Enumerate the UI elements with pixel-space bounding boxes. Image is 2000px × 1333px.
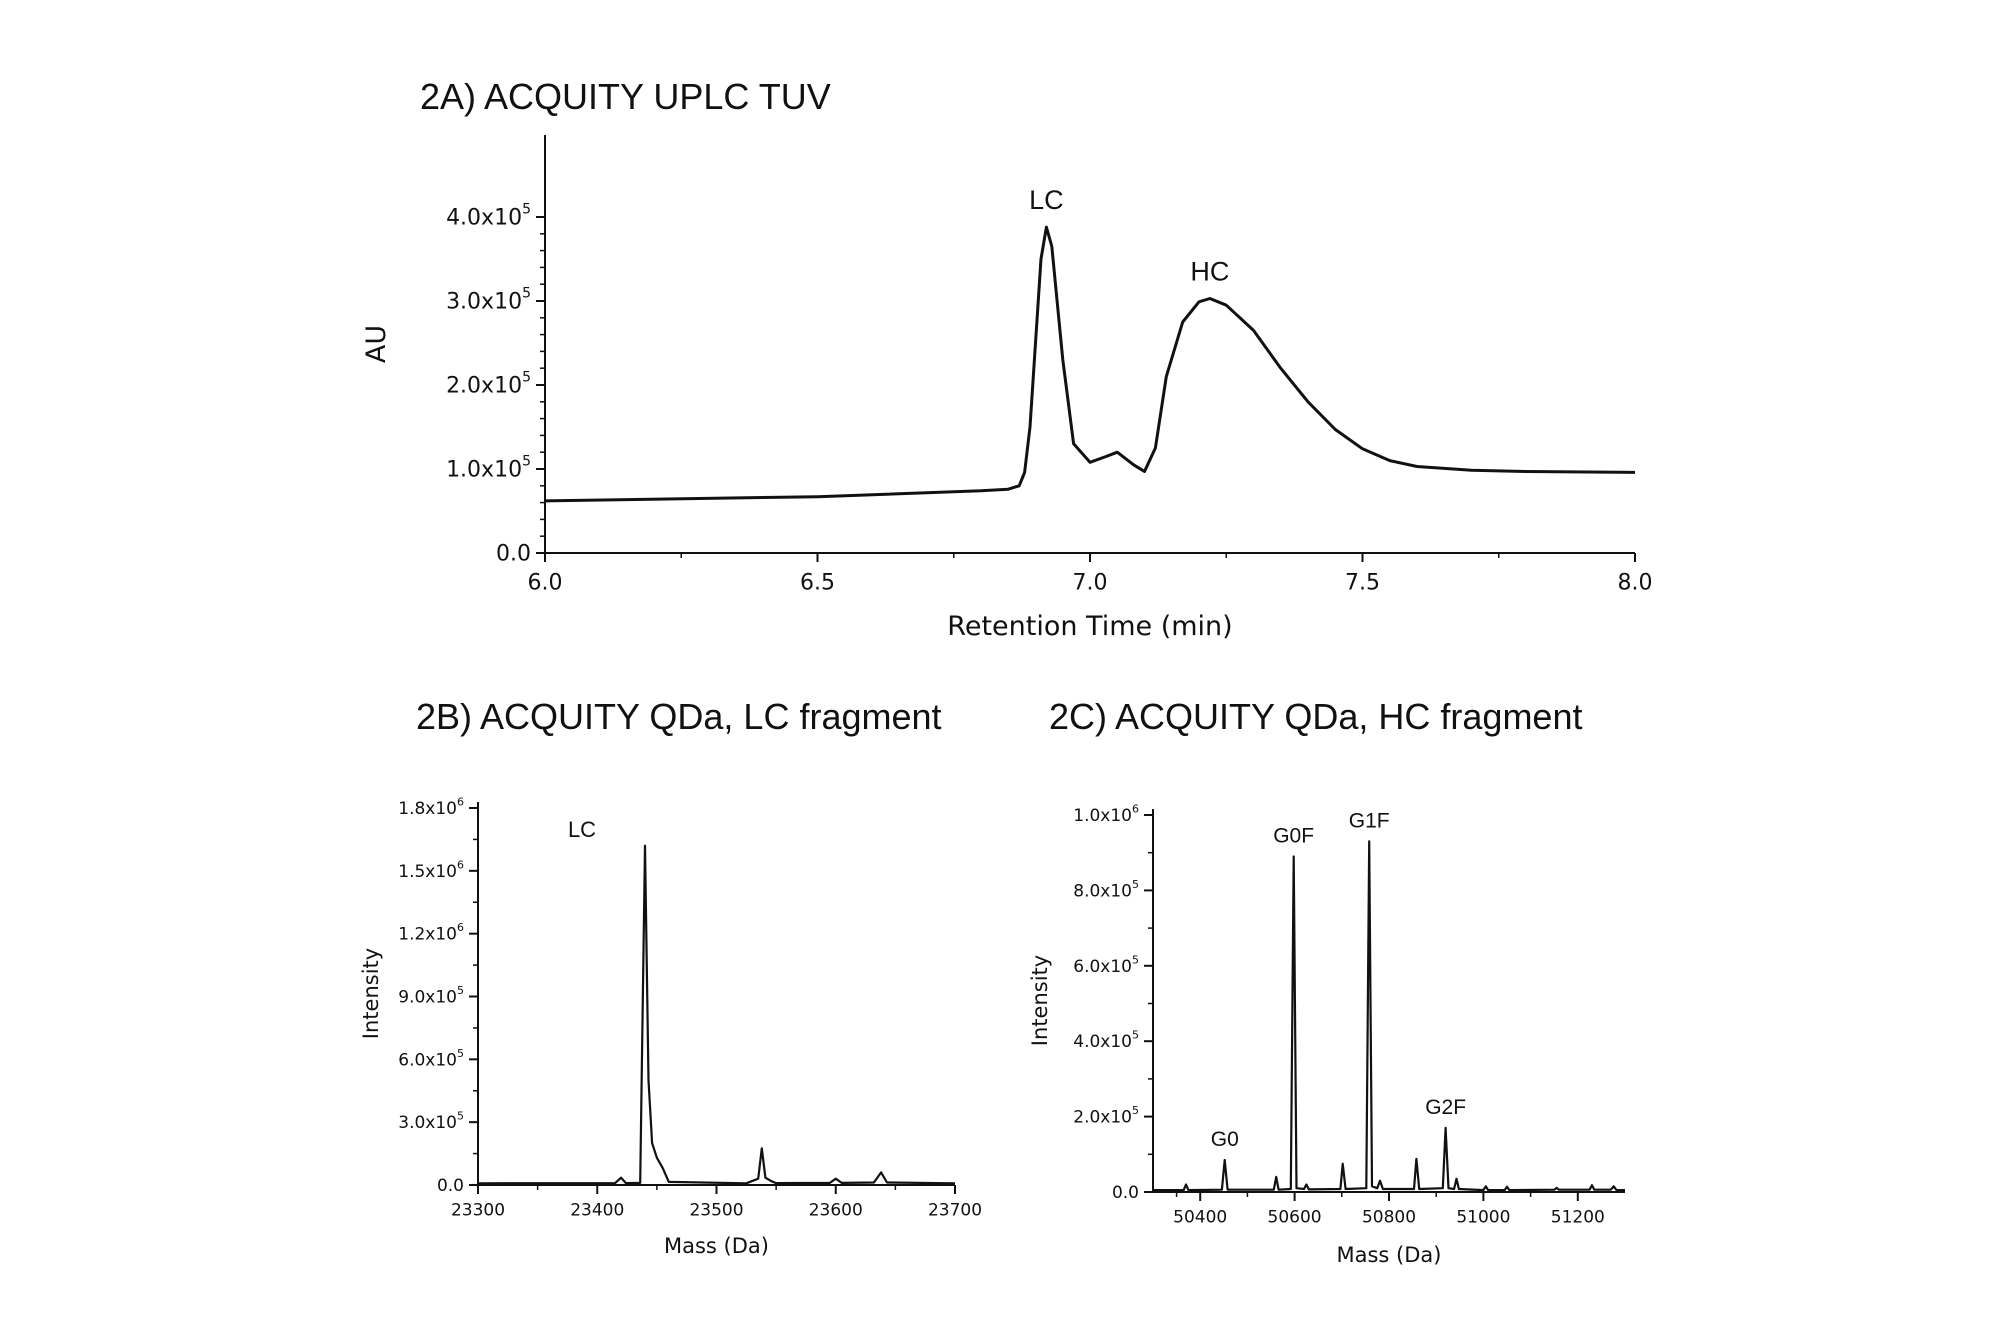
y-tick-label-c: 8.0x105 <box>1073 878 1139 902</box>
x-tick-label-b: 23500 <box>689 1200 743 1220</box>
y-tick-label-c: 6.0x105 <box>1073 953 1139 977</box>
chart-a: 0.0 1.0x105 2.0x105 3.0x105 4.0x105 6.0 6.5 7.0… <box>361 135 1653 642</box>
x-tick-label-b: 23600 <box>809 1200 863 1220</box>
x-tick-label-a: 6.0 <box>528 571 563 596</box>
x-tick-label-a: 7.5 <box>1345 571 1380 596</box>
x-tick-label-a: 8.0 <box>1618 571 1653 596</box>
x-tick-label-c: 50400 <box>1173 1207 1227 1227</box>
peak-label-g1f: G1F <box>1349 809 1390 832</box>
panel-a-title: 2A) ACQUITY UPLC TUV <box>420 76 831 117</box>
x-axis-title-c: Mass (Da) <box>1337 1243 1442 1267</box>
series-line-a <box>544 225 1636 503</box>
y-tick-label-c: 0.0 <box>1112 1183 1139 1203</box>
y-tick-label-b: 9.0x105 <box>398 984 464 1008</box>
peak-label-hc: HC <box>1190 256 1229 286</box>
x-axis-title-b: Mass (Da) <box>664 1234 769 1258</box>
peak-label-lc: LC <box>568 817 596 842</box>
y-tick-label-a: 0.0 <box>496 542 531 567</box>
y-tick-label-b: 0.0 <box>437 1176 464 1196</box>
x-tick-label-b: 23700 <box>928 1200 982 1220</box>
y-tick-label-a: 1.0x105 <box>446 454 531 483</box>
y-tick-label-a: 2.0x105 <box>446 370 531 399</box>
chart-b: 0.0 3.0x105 6.0x105 9.0x105 1.2x106 1.5x106 1.… <box>359 795 982 1258</box>
x-tick-label-a: 6.5 <box>800 571 835 596</box>
x-axis-title-a: Retention Time (min) <box>947 611 1232 642</box>
x-tick-label-b: 23400 <box>570 1200 624 1220</box>
y-tick-label-a: 3.0x105 <box>446 286 531 315</box>
x-tick-label-c: 51200 <box>1551 1207 1605 1227</box>
panel-c-title: 2C) ACQUITY QDa, HC fragment <box>1049 696 1583 737</box>
y-tick-label-b: 3.0x105 <box>398 1110 464 1134</box>
peak-label-lc: LC <box>1029 185 1064 215</box>
y-tick-label-c: 4.0x105 <box>1073 1029 1139 1053</box>
x-tick-label-c: 50800 <box>1362 1207 1416 1227</box>
y-tick-label-b: 1.2x106 <box>398 921 464 945</box>
y-tick-label-c: 2.0x105 <box>1073 1104 1139 1128</box>
x-tick-label-c: 50600 <box>1268 1207 1322 1227</box>
y-axis-title-a: AU <box>361 325 392 363</box>
y-tick-label-c: 1.0x106 <box>1073 802 1139 826</box>
peak-label-g0f: G0F <box>1273 824 1314 847</box>
x-tick-label-a: 7.0 <box>1073 571 1108 596</box>
y-axis-title-c: Intensity <box>1028 955 1052 1046</box>
y-tick-label-b: 1.5x106 <box>398 858 464 882</box>
panel-b-title: 2B) ACQUITY QDa, LC fragment <box>416 696 942 737</box>
chart-c: 0.0 2.0x105 4.0x105 6.0x105 8.0x105 1.0x106 50… <box>1028 802 1625 1267</box>
series-line-c <box>1153 840 1625 1192</box>
y-axis-title-b: Intensity <box>359 948 383 1039</box>
peak-label-g0: G0 <box>1211 1128 1239 1151</box>
x-tick-label-b: 23300 <box>451 1200 505 1220</box>
peak-label-g2f: G2F <box>1425 1096 1466 1119</box>
x-tick-label-c: 51000 <box>1456 1207 1510 1227</box>
y-tick-label-a: 4.0x105 <box>446 202 531 231</box>
y-tick-label-b: 1.8x106 <box>398 795 464 819</box>
series-line-b <box>477 844 956 1185</box>
y-tick-label-b: 6.0x105 <box>398 1047 464 1071</box>
